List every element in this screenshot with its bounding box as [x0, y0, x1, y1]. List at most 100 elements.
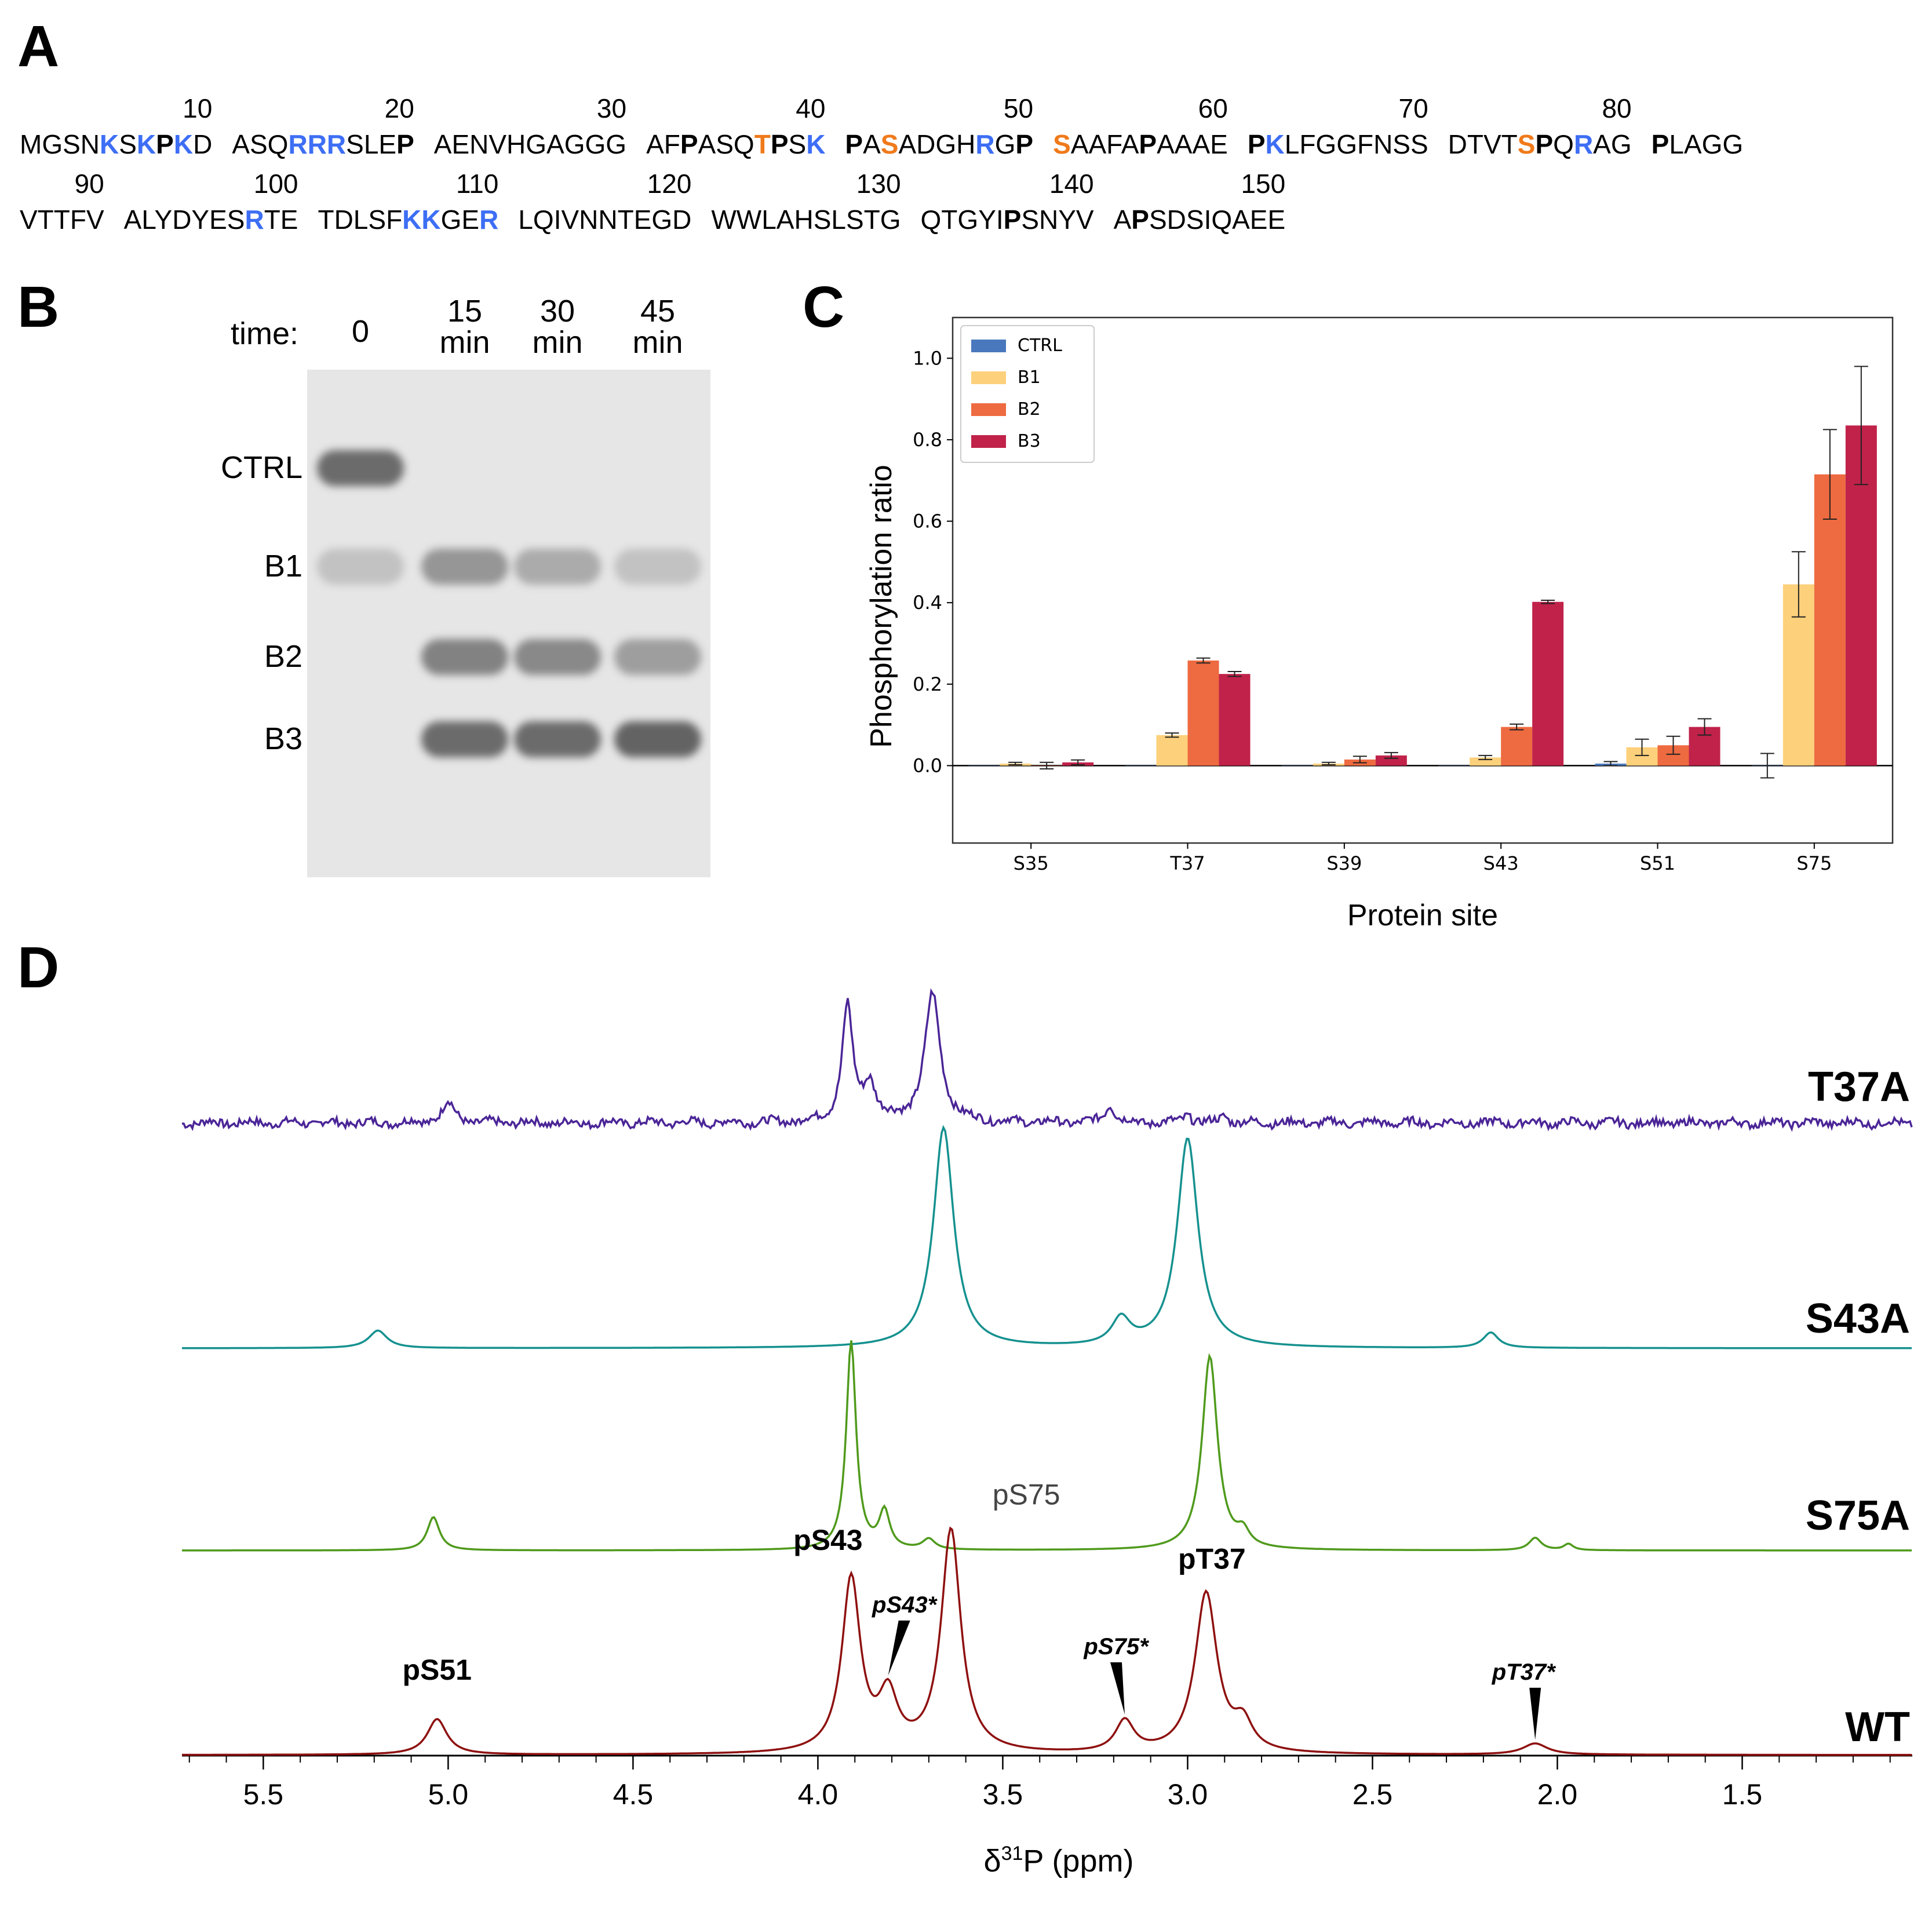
residue-span: SDSIQAEE [1149, 205, 1286, 235]
error-bar [1603, 761, 1618, 767]
error-bar [1227, 670, 1242, 677]
gel-lane-time-value: 0 [351, 314, 370, 349]
residue-span: KK [402, 205, 441, 235]
residue-span: GE [440, 205, 480, 235]
error-bar [1321, 761, 1336, 766]
legend-swatch-b3 [971, 435, 1006, 448]
x-tick-label: T37 [1169, 852, 1205, 874]
residue-span: TDLSF [318, 205, 403, 235]
residue-number: 60 [1198, 93, 1228, 123]
residue-span: S [880, 129, 899, 159]
spectrum-t37a [181, 988, 1913, 1132]
residue-span: WWLAHSLSTG [711, 205, 901, 235]
peak-annotation: pS75* [1083, 1634, 1150, 1659]
residue-span: P [680, 129, 698, 159]
residue-span: P [845, 129, 863, 159]
bar-b2 [1187, 661, 1219, 766]
x-tick-label: S39 [1326, 852, 1362, 874]
error-bar [1635, 738, 1649, 756]
residue-span: P [1247, 129, 1266, 159]
annotation-arrow [1110, 1662, 1125, 1714]
x-axis-label-symbol: δ [984, 1844, 1001, 1878]
residue-number: 120 [647, 169, 692, 199]
sequence-panel: MGSNKSKPKD 10 ASQRRRSLEP 20 AENVHGAGGG 30 AFPA… [0, 0, 1932, 249]
annotation-arrow [888, 1620, 910, 1676]
error-bar [1165, 732, 1179, 738]
residue-span: R [479, 205, 499, 235]
residue-span: D [193, 129, 213, 159]
residue-span: QTGYI [920, 205, 1004, 235]
gel-lane-time-value: 30 [539, 294, 575, 329]
x-tick-label: S75 [1796, 852, 1832, 874]
residue-span: P [1003, 205, 1022, 235]
spectrum-label: T37A [1808, 1064, 1910, 1110]
error-bar [1791, 551, 1806, 618]
residue-number: 100 [253, 169, 298, 199]
residue-number: 80 [1602, 93, 1632, 123]
peak-annotation: pS75 [993, 1478, 1060, 1511]
sequence-block: ALYDYESRTE 100 [124, 170, 298, 235]
error-bar [1510, 723, 1524, 731]
x-tick-label: 4.5 [613, 1778, 654, 1811]
x-tick-label: 3.0 [1168, 1778, 1208, 1811]
gel-band [614, 549, 701, 585]
residue-span: R [245, 205, 264, 235]
sequence-block: AENVHGAGGG 30 [433, 95, 627, 159]
peak-annotation: pT37* [1492, 1659, 1556, 1685]
error-bar [1478, 754, 1493, 760]
error-bar [1071, 759, 1085, 766]
spectrum-label: S43A [1806, 1296, 1910, 1342]
sequence-block: PKLFGGFNSS 70 [1247, 95, 1428, 159]
gel-lane-time-value: 15 [447, 294, 483, 329]
x-axis-label: Protein site [1347, 899, 1498, 932]
residue-span: P [770, 129, 789, 159]
error-bar [1541, 599, 1555, 604]
bar-b2 [1501, 727, 1533, 766]
peak-annotation: pS51 [402, 1654, 472, 1686]
gel-band [421, 721, 508, 757]
spectrum-label: S75A [1806, 1493, 1910, 1539]
legend-label: B2 [1018, 399, 1041, 419]
residue-number: 30 [596, 93, 627, 123]
bar-b3 [1219, 674, 1251, 766]
gel-band [614, 721, 701, 757]
x-tick-label: 1.5 [1722, 1778, 1763, 1811]
residue-span: K [806, 129, 826, 159]
gel-band-label: CTRL [220, 450, 302, 485]
sequence-block: AFPASQTPSK 40 [646, 95, 826, 159]
gel-lane-time: 0 [320, 316, 401, 347]
residue-span: P [1131, 205, 1149, 235]
bar-b3 [1532, 601, 1564, 766]
residue-span: T [754, 129, 771, 159]
sequence-row: VTTFV 90 ALYDYESRTE 100 TDLSFKKGER 110 LQIVNNT… [20, 170, 1305, 235]
bar-ctrl [968, 765, 1000, 766]
residue-number: 150 [1241, 169, 1286, 199]
gel-band [514, 721, 601, 757]
error-bar [1196, 657, 1211, 664]
residue-number: 10 [183, 93, 213, 123]
sequence-block: PLAGG [1652, 131, 1744, 158]
residue-number: 110 [455, 169, 499, 199]
residue-number: 20 [384, 93, 414, 123]
panel-label-c: C [803, 275, 845, 340]
sequence-row: MGSNKSKPKD 10 ASQRRRSLEP 20 AENVHGAGGG 30 AFPA… [20, 95, 1763, 159]
residue-span: AAAE [1157, 129, 1228, 159]
peak-annotation: pT37 [1178, 1543, 1246, 1575]
residue-span: ASQ [698, 129, 754, 159]
error-bar [1666, 735, 1681, 755]
error-bar [1384, 751, 1398, 759]
residue-number: 50 [1003, 93, 1034, 123]
gel-lane-time: 15 min [424, 295, 505, 358]
y-axis-label: Phosphorylation ratio [865, 465, 898, 748]
spectrum-s75a [182, 1340, 1912, 1552]
residue-span: P [1651, 129, 1669, 159]
residue-span: SNYV [1021, 205, 1094, 235]
x-axis-label-superscript: 31 [1001, 1843, 1023, 1865]
gel-lane-time-value: 45 [640, 294, 676, 329]
residue-span: AENVHGAGGG [433, 129, 627, 159]
error-bar [1353, 756, 1367, 764]
legend-label: B3 [1018, 431, 1041, 451]
bar-ctrl [1125, 765, 1157, 766]
gel-band-label: B3 [264, 721, 302, 756]
